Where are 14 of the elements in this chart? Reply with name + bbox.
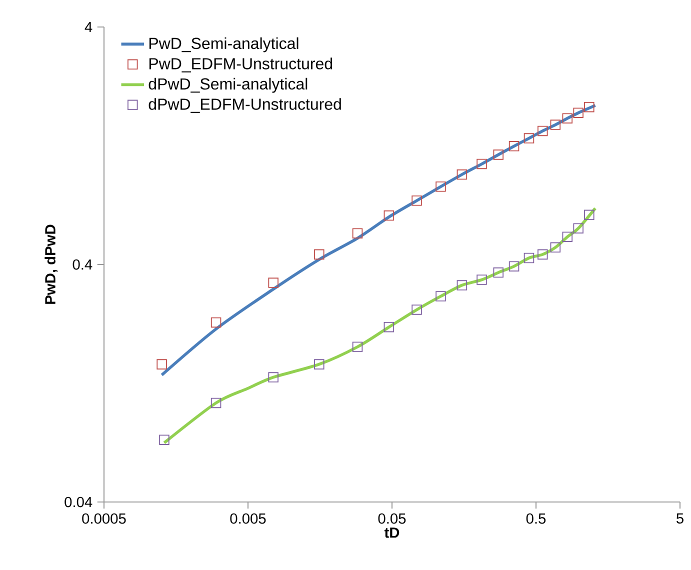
x-tick-label: 0.005 — [230, 513, 266, 524]
x-tick-label: 0.5 — [526, 513, 546, 524]
y-tick-label: 0.04 — [64, 496, 92, 508]
y-tick-label: 0.4 — [72, 259, 92, 270]
legend-label: PwD_EDFM-Unstructured — [149, 58, 332, 72]
legend-label: dPwD_Semi-analytical — [148, 78, 308, 93]
x-tick-label: 5 — [676, 513, 684, 524]
x-tick-label: 0.05 — [378, 513, 406, 524]
x-axis-title: tD — [384, 528, 400, 538]
y-tick-label: 4 — [84, 22, 92, 32]
x-tick-label: 0.0005 — [82, 513, 126, 524]
legend-label: dPwD_EDFM-Unstructured — [148, 98, 341, 113]
y-axis-title: PwD, dPwD — [44, 224, 58, 304]
legend-label: PwD_Semi-analytical — [149, 37, 298, 52]
